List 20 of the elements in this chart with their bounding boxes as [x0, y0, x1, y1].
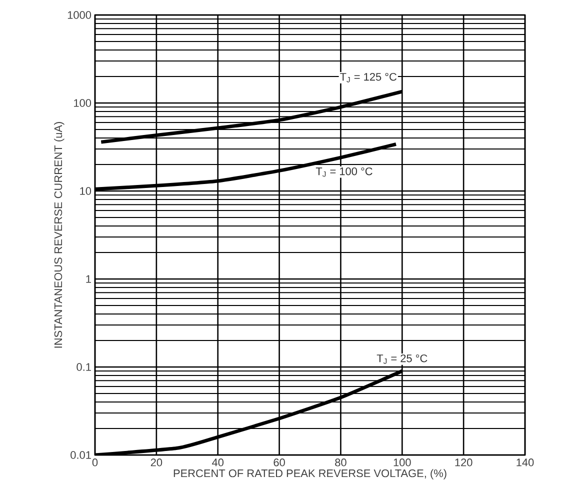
y-tick-label: 1	[86, 275, 91, 283]
x-tick-label: 20	[150, 458, 162, 466]
x-tick-label: 0	[92, 458, 98, 466]
x-tick-label: 120	[455, 458, 472, 466]
x-tick-label: 60	[274, 458, 285, 466]
x-tick-label: 40	[212, 458, 224, 466]
x-tick-label: 140	[516, 458, 534, 466]
x-tick-label: 100	[394, 458, 411, 466]
series-label: T$_{J}$ = 100 °C	[316, 167, 372, 177]
y-tick-label: 1000	[68, 11, 92, 19]
y-tick-label: 0.1	[76, 363, 91, 371]
y-tick-label: 100	[74, 99, 92, 107]
y-tick-label: 10	[80, 187, 92, 195]
y-tick-label: 0.01	[70, 451, 91, 459]
x-tick-label: 80	[335, 458, 346, 466]
line-series	[99, 90, 404, 144]
x-axis-title: PERCENT OF RATED PEAK REVERSE VOLTAGE, (%)	[174, 469, 446, 480]
series-label: T$_{J}$ = 125 °C	[340, 72, 397, 82]
series-label: T$_{J}$ = 25 °C	[376, 354, 428, 364]
y-axis-title: INSTANTANEOUS REVERSE CURRENT (uA)	[54, 122, 64, 348]
